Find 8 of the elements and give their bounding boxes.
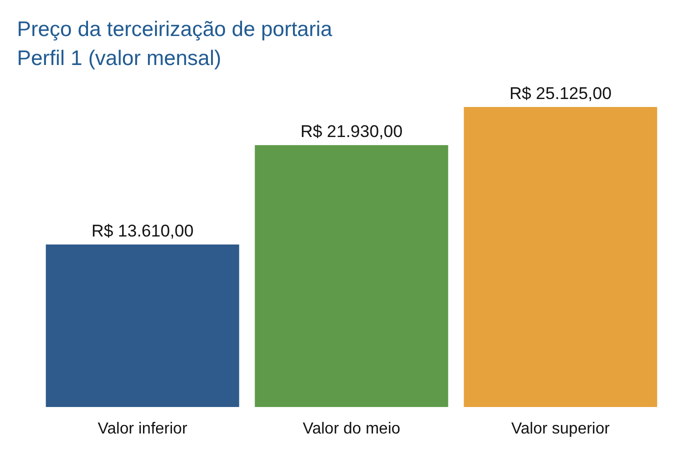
x-tick-label: Valor superior [511,420,610,438]
chart-title: Preço da terceirização de portaria [17,18,332,41]
chart-subtitle: Perfil 1 (valor mensal) [17,47,222,70]
x-tick-label: Valor inferior [98,420,188,438]
data-label: R$ 21.930,00 [300,122,403,142]
data-label: R$ 25.125,00 [509,84,612,103]
x-tick-label: Valor do meio [302,420,400,438]
data-label: R$ 13.610,00 [91,221,194,240]
